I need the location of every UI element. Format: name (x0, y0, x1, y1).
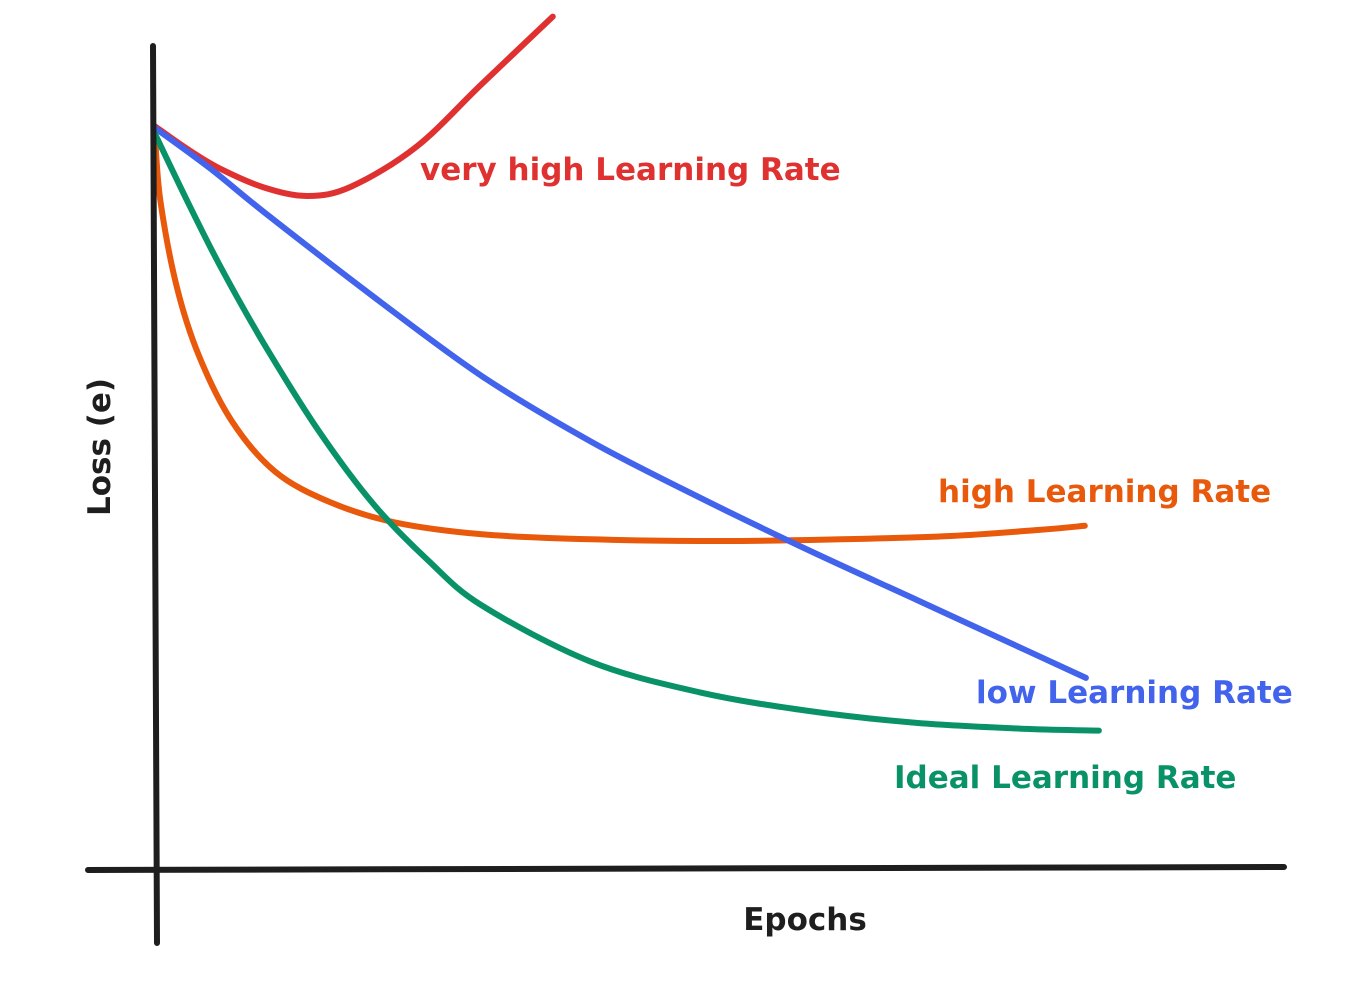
series-label-very-high-learning-rate: very high Learning Rate (420, 152, 841, 188)
series-line-ideal-learning-rate (152, 130, 1102, 734)
series-label-low-learning-rate: low Learning Rate (976, 675, 1293, 711)
x-axis-label: Epochs (743, 902, 867, 938)
series-label-high-learning-rate: high Learning Rate (938, 474, 1271, 510)
series-labels: very high Learning Rate high Learning Rat… (420, 152, 1293, 796)
y-axis-label: Loss (e) (82, 378, 118, 516)
y-axis-line (150, 43, 160, 946)
x-axis-line (85, 864, 1287, 873)
series-line-low-learning-rate (152, 125, 1089, 681)
series-line-high-learning-rate (152, 132, 1088, 544)
series-label-ideal-learning-rate: Ideal Learning Rate (894, 760, 1236, 796)
series-curves (152, 13, 1102, 734)
